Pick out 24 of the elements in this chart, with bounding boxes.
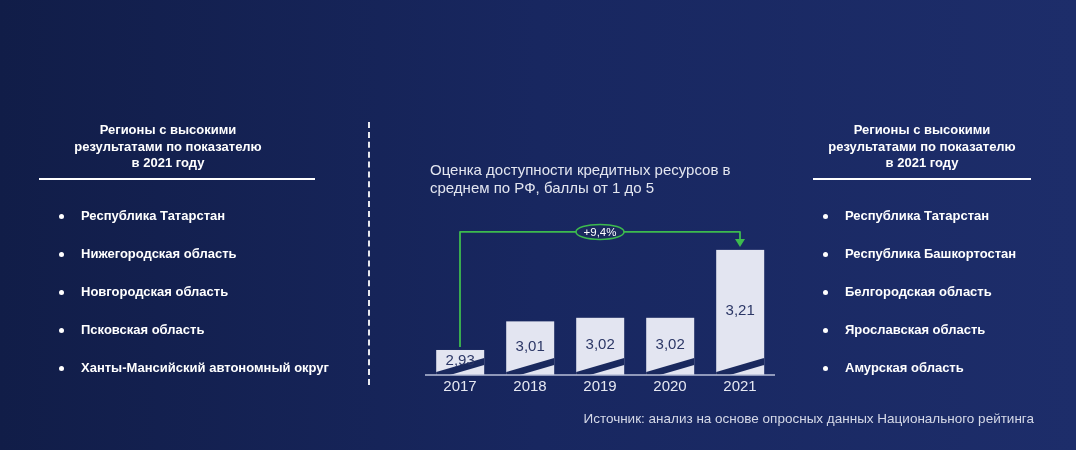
text: Новгородская область (81, 284, 229, 299)
x-tick-label: 2021 (723, 376, 757, 394)
data-label: 3,01 (515, 336, 545, 354)
x-tick-label: 2018 (513, 376, 547, 394)
text: Регионы с высокими результатами по показателю в 2021 году (74, 122, 262, 170)
text: Республика Татарстан (845, 208, 990, 223)
text: Регионы с высокими результатами по показателю в 2021 году (828, 122, 1016, 170)
annotation: +9,4% (583, 225, 617, 238)
text: Ярославская область (845, 322, 986, 337)
data-label: 3,21 (725, 300, 755, 318)
text: Источник: анализ на основе опросных данных Национального рейтинга (583, 411, 1034, 426)
text: Ханты-Мансийский автономный округ (81, 360, 330, 375)
text: Нижегородская область (81, 246, 237, 261)
text: Псковская область (81, 322, 205, 337)
text: Белгородская область (845, 284, 992, 299)
data-label: 3,02 (585, 334, 615, 352)
data-label: 3,02 (655, 334, 685, 352)
x-tick-label: 2019 (583, 376, 617, 394)
x-tick-label: 2020 (653, 376, 687, 394)
text: Амурская область (845, 360, 964, 375)
text: Республика Башкортостан (845, 246, 1017, 261)
chart-title: Оценка доступности кредитных ресурсов в среднем по РФ, баллы от 1 до 5 (430, 161, 731, 196)
text: Республика Татарстан (81, 208, 226, 223)
x-tick-label: 2017 (443, 376, 477, 394)
